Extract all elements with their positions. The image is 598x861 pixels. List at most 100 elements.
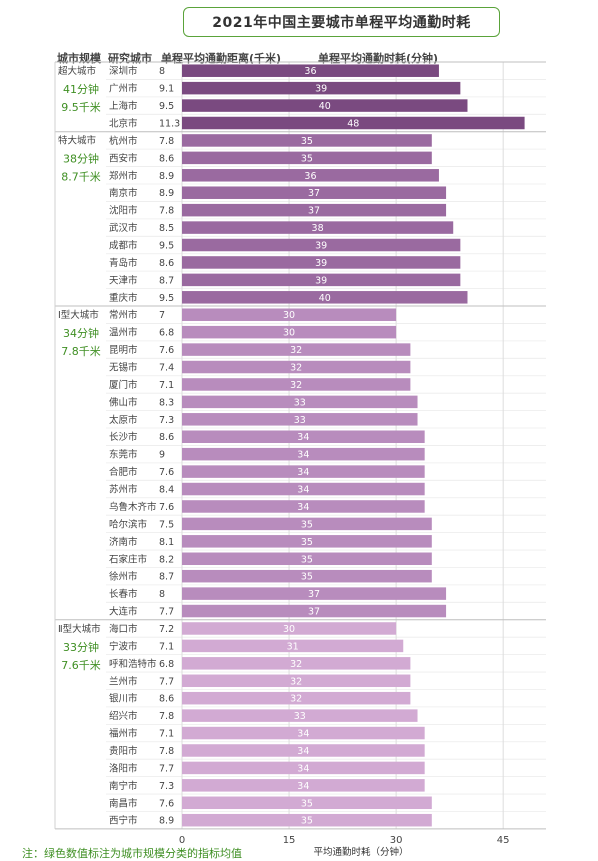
bar-value-label: 34 (297, 763, 309, 774)
distance-value: 8 (159, 66, 165, 77)
city-label: 济南市 (109, 536, 138, 548)
bar-value-label: 34 (297, 746, 309, 757)
bar-value-label: 35 (301, 136, 313, 147)
distance-value: 8.3 (159, 397, 174, 408)
bar-value-label: 39 (315, 275, 327, 286)
distance-value: 7.4 (159, 363, 174, 374)
city-label: 郑州市 (109, 170, 138, 182)
bar-乌鲁木齐市 (182, 500, 425, 513)
distance-value: 8.1 (159, 537, 174, 548)
x-axis-title: 平均通勤时耗（分钟） (313, 846, 408, 858)
distance-value: 11.3 (159, 119, 180, 130)
city-label: 上海市 (109, 100, 138, 112)
bar-value-label: 40 (319, 293, 331, 304)
bar-石家庄市 (182, 552, 432, 566)
city-label: 洛阳市 (109, 762, 138, 774)
bar-value-label: 34 (297, 432, 309, 443)
x-tick-label: 15 (283, 835, 296, 846)
bar-value-label: 36 (304, 171, 316, 182)
bar-value-label: 32 (290, 363, 302, 374)
x-tick-label: 0 (179, 835, 185, 846)
bar-昆明市 (182, 343, 411, 356)
bar-绍兴市 (182, 709, 418, 722)
distance-value: 7.6 (159, 798, 174, 809)
bar-value-label: 30 (283, 328, 295, 339)
city-label: 温州市 (109, 327, 138, 339)
bar-深圳市 (182, 64, 439, 77)
group-name: Ⅰ型大城市 (58, 309, 99, 321)
city-label: 重庆市 (109, 292, 138, 304)
distance-value: 8.6 (159, 153, 174, 164)
distance-value: 8.6 (159, 258, 174, 269)
distance-value: 7.3 (159, 781, 174, 792)
distance-value: 7.7 (159, 676, 174, 687)
city-label: 贵阳市 (109, 745, 138, 757)
city-label: 苏州市 (109, 484, 138, 496)
bar-南宁市 (182, 779, 425, 792)
city-label: 长春市 (109, 588, 138, 600)
distance-value: 8.2 (159, 554, 174, 565)
bar-value-label: 36 (304, 66, 316, 77)
bar-宁波市 (182, 639, 404, 653)
bar-value-label: 32 (290, 659, 302, 670)
city-label: 沈阳市 (109, 205, 138, 217)
city-label: 南宁市 (109, 780, 138, 792)
group-avg-time: 33分钟 (63, 640, 99, 654)
city-label: 合肥市 (109, 466, 138, 478)
bar-value-label: 39 (315, 84, 327, 95)
city-label: 杭州市 (109, 135, 138, 147)
city-label: 东莞市 (109, 449, 138, 461)
bar-value-label: 34 (297, 781, 309, 792)
bar-value-label: 34 (297, 450, 309, 461)
city-label: 银川市 (109, 693, 138, 705)
distance-value: 9.5 (159, 241, 174, 252)
bar-合肥市 (182, 465, 425, 478)
distance-value: 7.6 (159, 502, 174, 513)
bar-贵阳市 (182, 744, 425, 757)
bar-value-label: 35 (301, 554, 313, 565)
city-label: 佛山市 (109, 396, 138, 408)
bar-value-label: 33 (294, 711, 306, 722)
chart-title: 2021年中国主要城市单程平均通勤时耗 (183, 7, 500, 37)
distance-value: 8 (159, 589, 165, 600)
bar-value-label: 37 (308, 607, 320, 618)
bar-value-label: 39 (315, 241, 327, 252)
bar-重庆市 (182, 291, 468, 304)
city-label: 深圳市 (109, 65, 138, 77)
city-label: 哈尔滨市 (109, 518, 148, 530)
city-label: 徐州市 (109, 571, 138, 583)
bar-value-label: 33 (294, 415, 306, 426)
bar-value-label: 35 (301, 798, 313, 809)
distance-value: 8.6 (159, 432, 174, 443)
distance-value: 8.6 (159, 694, 174, 705)
bar-常州市 (182, 308, 397, 321)
bar-徐州市 (182, 569, 432, 583)
distance-value: 9.5 (159, 101, 174, 112)
city-label: 福州市 (109, 728, 138, 740)
group-avg-distance: 7.6千米 (61, 659, 101, 672)
bar-温州市 (182, 325, 397, 339)
group-name: Ⅱ型大城市 (58, 623, 101, 635)
city-label: 长沙市 (109, 431, 138, 443)
bar-value-label: 35 (301, 537, 313, 548)
city-label: 天津市 (109, 274, 138, 286)
group-name: 特大城市 (58, 135, 97, 147)
bar-青岛市 (182, 256, 461, 269)
group-avg-distance: 8.7千米 (61, 171, 101, 184)
group-avg-time: 41分钟 (63, 82, 99, 96)
city-label: 青岛市 (109, 257, 138, 269)
bar-value-label: 35 (301, 519, 313, 530)
bar-value-label: 34 (297, 729, 309, 740)
group-avg-time: 34分钟 (63, 326, 99, 340)
bar-东莞市 (182, 447, 425, 461)
distance-value: 9 (159, 450, 165, 461)
bar-兰州市 (182, 674, 411, 688)
bar-value-label: 37 (308, 206, 320, 217)
distance-value: 7.2 (159, 624, 174, 635)
city-label: 武汉市 (109, 222, 138, 234)
city-label: 绍兴市 (109, 710, 138, 722)
city-label: 大连市 (109, 606, 138, 618)
city-label: 常州市 (109, 309, 138, 321)
distance-value: 9.1 (159, 84, 174, 95)
bar-南昌市 (182, 796, 432, 810)
